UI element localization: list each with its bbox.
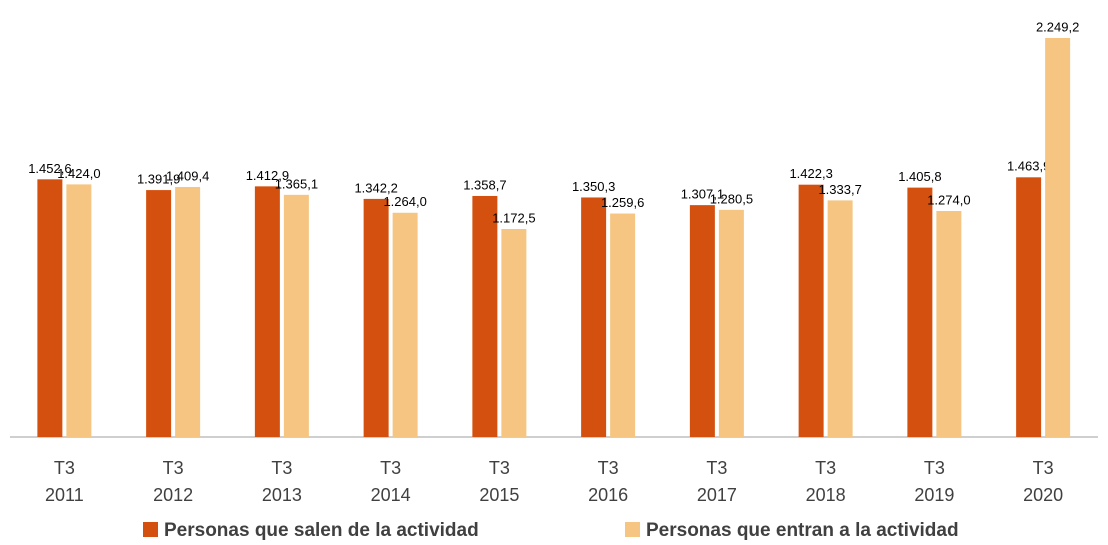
x-tick-label: T3 [489,458,510,478]
bar [146,190,172,437]
bar [175,186,201,437]
value-label: 1.350,3 [572,179,615,194]
x-tick-label: 2018 [806,485,846,505]
x-tick-label: 2012 [153,485,193,505]
x-tick-label: T3 [380,458,401,478]
x-tick-label: T3 [598,458,619,478]
bar [718,209,744,437]
bar [1016,177,1042,438]
x-tick-label: T3 [924,458,945,478]
bar [1045,38,1071,437]
bar [581,197,607,437]
legend-label: Personas que entran a la actividad [646,520,959,541]
value-label: 1.452,6 [28,161,71,176]
bar [363,198,389,437]
value-label: 1.405,8 [898,169,941,184]
x-tick-label: 2014 [371,485,411,505]
x-tick-label: T3 [815,458,836,478]
value-label: 1.422,3 [789,166,832,181]
bar [689,205,715,437]
legend-label: Personas que salen de la actividad [164,520,479,541]
bar [936,210,962,437]
value-label: 1.409,4 [166,168,209,183]
x-tick-label: T3 [163,458,184,478]
bar [66,184,92,437]
bar [501,229,527,437]
value-label: 1.424,0 [57,166,100,181]
value-label: 1.463,9 [1007,159,1050,174]
bar [472,195,498,437]
x-tick-label: T3 [54,458,75,478]
bar [610,213,636,437]
value-label: 1.172,5 [492,210,535,225]
value-label: 1.274,0 [927,192,970,207]
x-tick-label: 2016 [588,485,628,505]
value-label: 1.358,7 [463,177,506,192]
x-tick-label: T3 [271,458,292,478]
x-tick-label: 2017 [697,485,737,505]
value-label: 1.391,9 [137,172,180,187]
x-tick-label: T3 [706,458,727,478]
bar [254,186,280,437]
x-tick-label: 2011 [45,485,84,505]
value-label: 1.259,6 [601,195,644,210]
x-tick-label: 2013 [262,485,302,505]
value-label: 1.280,5 [710,191,753,206]
value-label: 1.412,9 [246,168,289,183]
value-label: 1.333,7 [818,182,861,197]
legend-swatch [625,522,640,537]
x-tick-label: 2015 [479,485,519,505]
bar [798,184,824,437]
x-tick-label: 2020 [1023,485,1063,505]
bar [37,179,63,438]
value-label: 1.365,1 [275,176,318,191]
bar [392,212,418,437]
value-label: 1.342,2 [354,180,397,195]
value-label: 1.307,1 [681,187,724,202]
legend-swatch [143,522,158,537]
bar [907,187,933,437]
x-tick-label: T3 [1033,458,1054,478]
value-label: 1.264,0 [383,194,426,209]
value-label: 2.249,2 [1036,19,1079,34]
bar [827,200,853,437]
x-tick-label: 2019 [914,485,954,505]
bar [283,194,309,437]
